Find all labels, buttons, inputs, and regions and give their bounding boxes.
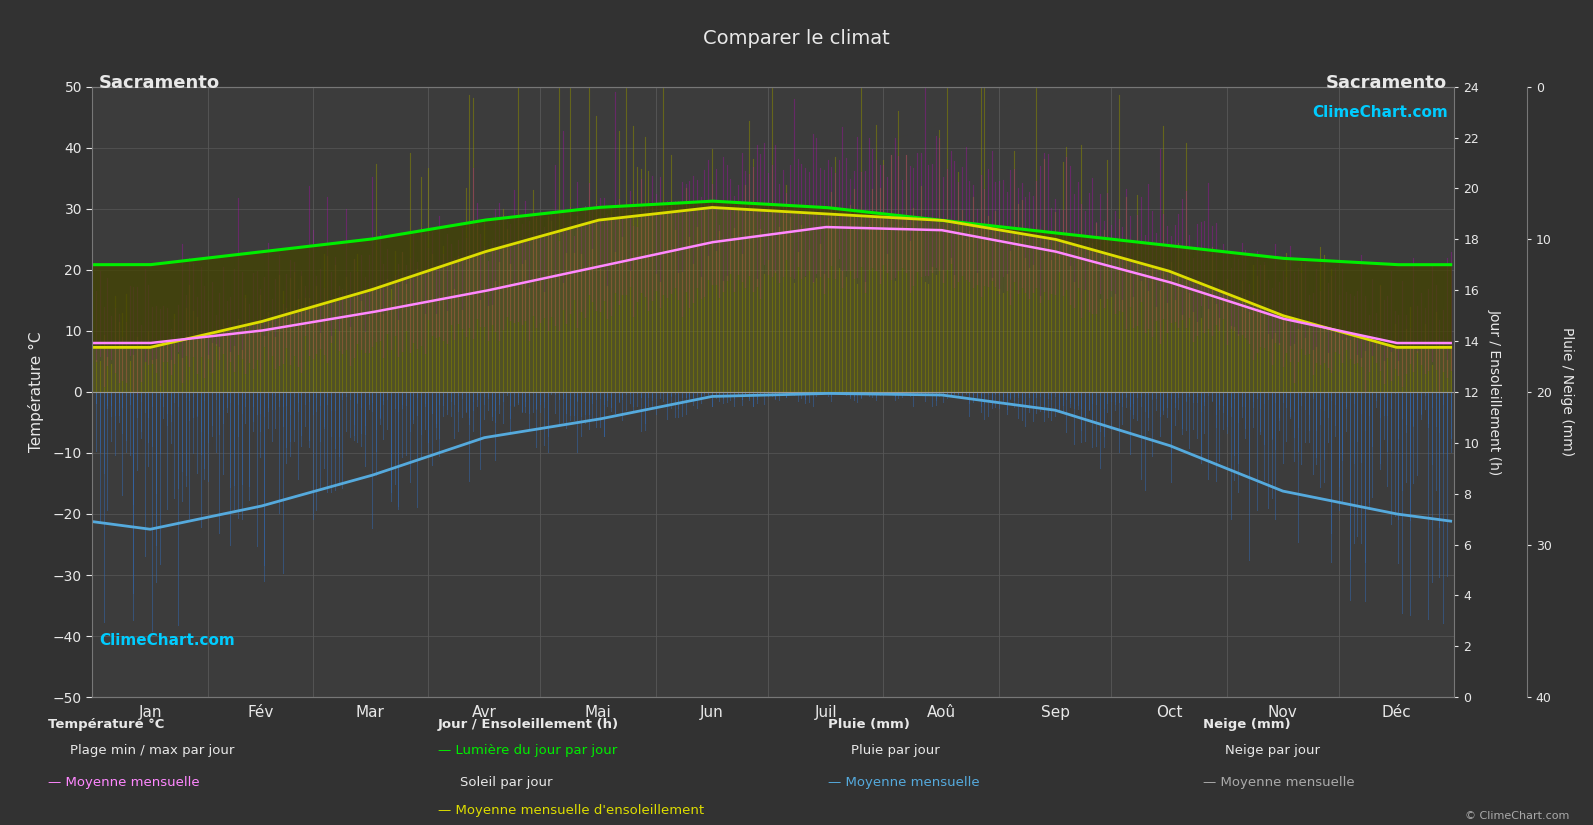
Text: ClimeChart.com: ClimeChart.com [99, 634, 234, 648]
Text: Comparer le climat: Comparer le climat [703, 29, 890, 48]
Y-axis label: Température °C: Température °C [29, 332, 45, 452]
Text: Neige par jour: Neige par jour [1225, 744, 1321, 757]
Text: © ClimeChart.com: © ClimeChart.com [1464, 811, 1569, 821]
Text: Neige (mm): Neige (mm) [1203, 718, 1290, 731]
Text: Température °C: Température °C [48, 718, 164, 731]
Text: — Moyenne mensuelle: — Moyenne mensuelle [1203, 776, 1354, 789]
Text: Soleil par jour: Soleil par jour [460, 776, 553, 789]
Y-axis label: Pluie / Neige (mm): Pluie / Neige (mm) [1560, 328, 1574, 456]
Text: — Lumière du jour par jour: — Lumière du jour par jour [438, 744, 618, 757]
Text: Pluie (mm): Pluie (mm) [828, 718, 910, 731]
Text: Plage min / max par jour: Plage min / max par jour [70, 744, 234, 757]
Text: — Moyenne mensuelle: — Moyenne mensuelle [48, 776, 199, 789]
Text: — Moyenne mensuelle: — Moyenne mensuelle [828, 776, 980, 789]
Text: Pluie par jour: Pluie par jour [851, 744, 940, 757]
Y-axis label: Jour / Ensoleillement (h): Jour / Ensoleillement (h) [1488, 309, 1502, 475]
Text: ClimeChart.com: ClimeChart.com [1313, 105, 1448, 120]
Text: Sacramento: Sacramento [1325, 74, 1446, 92]
Text: Jour / Ensoleillement (h): Jour / Ensoleillement (h) [438, 718, 620, 731]
Text: — Moyenne mensuelle d'ensoleillement: — Moyenne mensuelle d'ensoleillement [438, 804, 704, 817]
Text: Sacramento: Sacramento [99, 74, 220, 92]
